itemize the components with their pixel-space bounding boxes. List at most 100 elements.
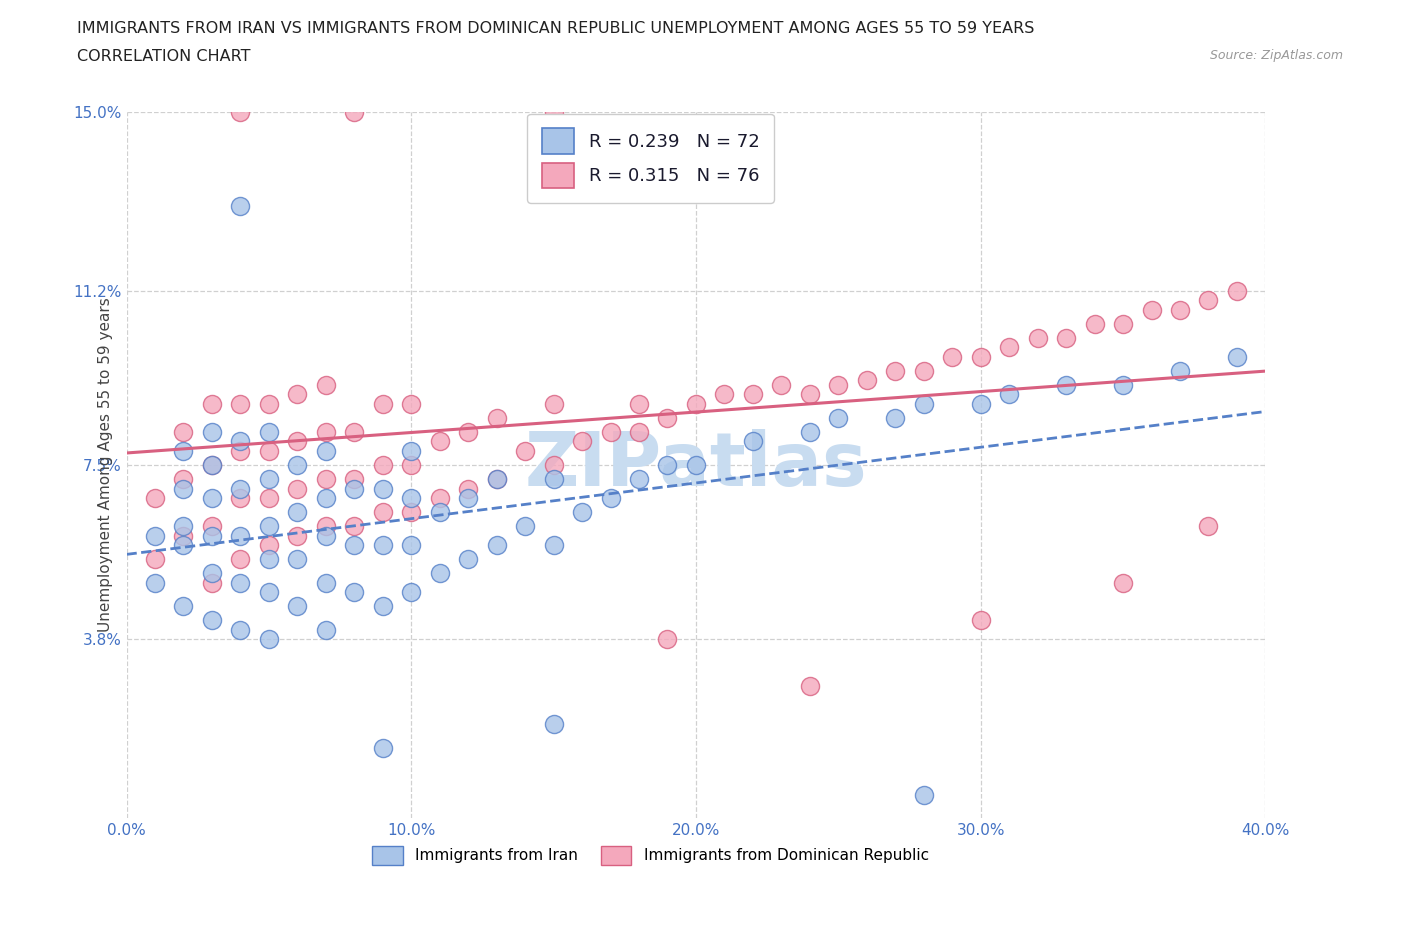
Text: CORRELATION CHART: CORRELATION CHART xyxy=(77,49,250,64)
Point xyxy=(941,349,963,364)
Point xyxy=(229,490,252,505)
Point xyxy=(742,387,765,402)
Point xyxy=(1084,316,1107,331)
Point xyxy=(770,378,793,392)
Point xyxy=(1112,316,1135,331)
Point xyxy=(970,613,993,628)
Point xyxy=(998,339,1021,354)
Point xyxy=(429,490,451,505)
Point xyxy=(401,505,423,520)
Point xyxy=(172,444,194,458)
Point xyxy=(543,717,565,732)
Point xyxy=(912,364,935,379)
Point xyxy=(257,551,280,566)
Point xyxy=(371,481,394,496)
Point xyxy=(799,679,821,694)
Point xyxy=(287,458,309,472)
Point xyxy=(429,505,451,520)
Point xyxy=(371,599,394,614)
Point xyxy=(172,599,194,614)
Point xyxy=(657,458,679,472)
Point xyxy=(343,481,366,496)
Point xyxy=(172,472,194,486)
Point xyxy=(401,444,423,458)
Point xyxy=(172,528,194,543)
Point xyxy=(543,458,565,472)
Point xyxy=(457,490,479,505)
Point xyxy=(315,576,337,591)
Point xyxy=(1168,302,1191,317)
Point xyxy=(628,425,651,440)
Point xyxy=(599,425,621,440)
Point xyxy=(287,481,309,496)
Text: ZIPatlas: ZIPatlas xyxy=(524,429,868,501)
Point xyxy=(1054,330,1077,345)
Point xyxy=(1112,378,1135,392)
Point xyxy=(201,519,224,534)
Point xyxy=(143,490,166,505)
Point xyxy=(401,458,423,472)
Point xyxy=(827,378,849,392)
Point xyxy=(201,566,224,581)
Point xyxy=(1198,519,1220,534)
Point xyxy=(543,472,565,486)
Point xyxy=(685,396,707,411)
Point xyxy=(229,551,252,566)
Point xyxy=(543,396,565,411)
Point xyxy=(229,444,252,458)
Point xyxy=(1168,364,1191,379)
Point xyxy=(742,434,765,449)
Point xyxy=(485,472,508,486)
Point xyxy=(201,528,224,543)
Point xyxy=(315,519,337,534)
Point xyxy=(685,458,707,472)
Point xyxy=(287,387,309,402)
Point xyxy=(457,481,479,496)
Point xyxy=(401,585,423,600)
Point xyxy=(457,425,479,440)
Point xyxy=(1112,576,1135,591)
Point xyxy=(970,349,993,364)
Point xyxy=(315,472,337,486)
Point xyxy=(143,576,166,591)
Point xyxy=(201,613,224,628)
Point xyxy=(201,576,224,591)
Point xyxy=(201,490,224,505)
Point xyxy=(229,104,252,119)
Point xyxy=(884,364,907,379)
Point xyxy=(485,538,508,552)
Point xyxy=(371,740,394,755)
Point xyxy=(315,444,337,458)
Y-axis label: Unemployment Among Ages 55 to 59 years: Unemployment Among Ages 55 to 59 years xyxy=(97,298,112,632)
Point xyxy=(287,434,309,449)
Point xyxy=(229,434,252,449)
Point xyxy=(485,410,508,425)
Point xyxy=(343,104,366,119)
Point xyxy=(912,396,935,411)
Point xyxy=(429,566,451,581)
Point xyxy=(229,396,252,411)
Point xyxy=(143,528,166,543)
Point xyxy=(401,538,423,552)
Point xyxy=(855,373,877,388)
Point xyxy=(257,396,280,411)
Point xyxy=(628,396,651,411)
Point xyxy=(371,458,394,472)
Point xyxy=(401,490,423,505)
Point xyxy=(229,481,252,496)
Point xyxy=(315,425,337,440)
Point xyxy=(172,481,194,496)
Point xyxy=(485,472,508,486)
Point xyxy=(515,519,537,534)
Point xyxy=(998,387,1021,402)
Point xyxy=(229,528,252,543)
Point xyxy=(257,631,280,646)
Point xyxy=(343,472,366,486)
Point xyxy=(172,538,194,552)
Point xyxy=(201,425,224,440)
Point xyxy=(287,528,309,543)
Point xyxy=(827,410,849,425)
Point xyxy=(1026,330,1049,345)
Point xyxy=(628,472,651,486)
Point xyxy=(257,490,280,505)
